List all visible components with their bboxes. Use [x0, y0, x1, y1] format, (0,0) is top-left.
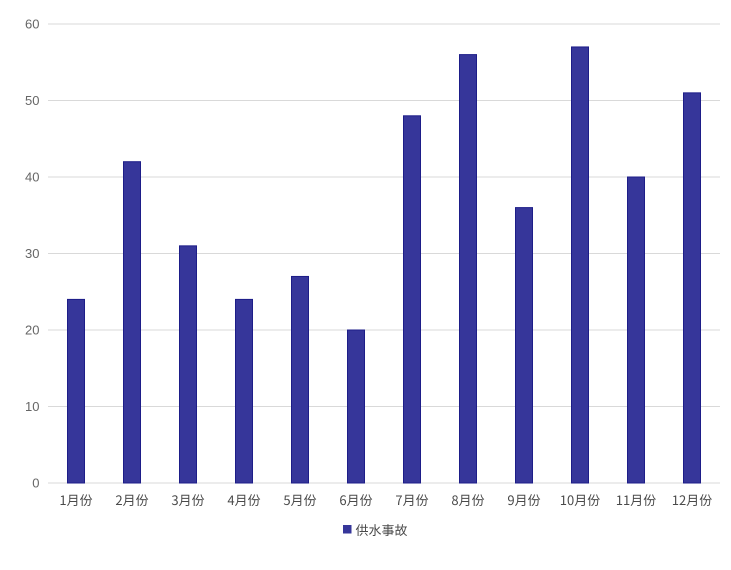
svg-text:20: 20	[25, 323, 39, 338]
svg-text:0: 0	[32, 476, 39, 491]
svg-text:30: 30	[25, 246, 39, 261]
svg-text:10: 10	[25, 399, 39, 414]
svg-text:40: 40	[25, 170, 39, 185]
svg-text:50: 50	[25, 93, 39, 108]
svg-text:60: 60	[25, 17, 39, 32]
